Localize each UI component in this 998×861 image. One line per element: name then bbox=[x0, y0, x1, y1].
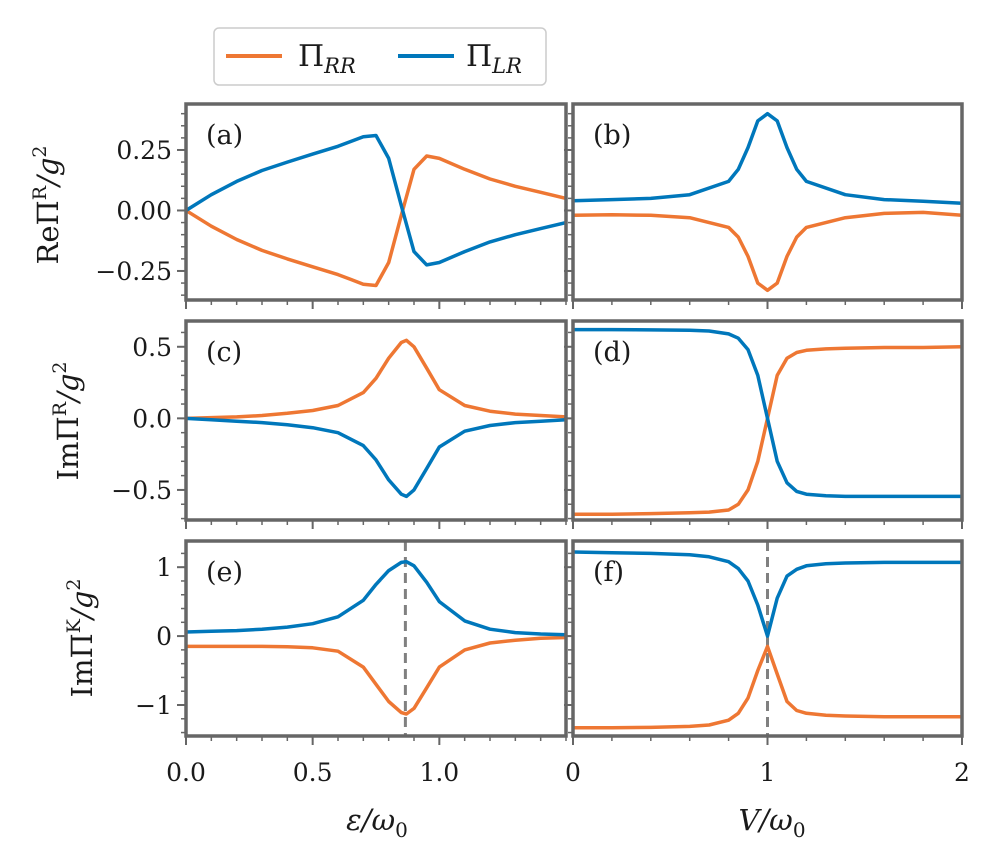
panel-frame bbox=[571, 102, 964, 302]
series-line-rr bbox=[186, 154, 566, 288]
legend-label-rr: ΠRR bbox=[298, 39, 356, 78]
panel-a: 0.25 0.00 −0.25 (a) bbox=[95, 102, 568, 309]
panel-label: (e) bbox=[206, 557, 243, 588]
y-tick-label: 1 bbox=[156, 553, 172, 582]
panel-frame bbox=[571, 319, 964, 522]
panel-c: 0.5 0.0 −0.5 (c) bbox=[111, 319, 568, 529]
x-tick-label: 0.0 bbox=[166, 758, 206, 787]
xlabel-right: V/ω0 bbox=[738, 803, 805, 842]
xlabel-left: ε/ω0 bbox=[346, 803, 408, 842]
panel-label: (c) bbox=[206, 337, 242, 368]
y-tick-label: 0.00 bbox=[116, 196, 172, 225]
panel-label: (f) bbox=[593, 557, 624, 588]
series-line-lr bbox=[186, 133, 566, 267]
panel-b: (b) bbox=[564, 102, 964, 309]
series-line-lr bbox=[573, 550, 962, 638]
x-tick-label: 0.5 bbox=[293, 758, 333, 787]
y-tick-label: 0.5 bbox=[132, 333, 172, 362]
series-line-lr bbox=[186, 416, 566, 499]
y-tick-label: −1 bbox=[135, 691, 172, 720]
ylabel-row-3: ImΠK/g2 bbox=[63, 579, 99, 698]
panel-label: (b) bbox=[593, 120, 631, 151]
y-tick-label: −0.5 bbox=[111, 476, 172, 505]
y-tick-label: 0.25 bbox=[116, 136, 172, 165]
series-line-rr bbox=[186, 635, 566, 716]
panels: 0.250.00−0.25(a) (b)0.50.0−0.5(c) (d)10−10… bbox=[95, 102, 970, 787]
panel-label: (a) bbox=[206, 120, 243, 151]
series-line-rr bbox=[186, 338, 566, 421]
ylabel-row-1: ReΠR/g2 bbox=[29, 145, 65, 264]
panel-e: 1 0 −1 0.0 0.5 1.0 (e) bbox=[135, 539, 568, 787]
ylabel-row-2: ImΠR/g2 bbox=[49, 362, 85, 481]
series-line-rr bbox=[573, 210, 962, 293]
panel-frame bbox=[184, 319, 568, 522]
x-tick-label: 0 bbox=[565, 758, 581, 787]
legend-label-lr: ΠLR bbox=[466, 39, 522, 78]
x-tick-label: 1.0 bbox=[419, 758, 459, 787]
x-tick-label: 1 bbox=[760, 758, 776, 787]
y-tick-label: 0 bbox=[156, 622, 172, 651]
panel-frame bbox=[184, 102, 568, 302]
panel-f: 0 1 2 (f) bbox=[564, 539, 970, 787]
series-line-lr bbox=[573, 111, 962, 205]
panel-frame bbox=[571, 539, 964, 738]
series-line-lr bbox=[186, 559, 566, 637]
y-tick-label: 0.0 bbox=[132, 404, 172, 433]
y-tick-label: −0.25 bbox=[95, 257, 172, 286]
x-tick-label: 2 bbox=[954, 758, 970, 787]
legend-box bbox=[213, 27, 547, 86]
series-line-lr bbox=[573, 327, 962, 499]
panel-frame bbox=[184, 539, 568, 738]
panel-label: (d) bbox=[593, 337, 631, 368]
legend: ΠRR ΠLR bbox=[213, 27, 547, 86]
series-line-rr bbox=[573, 644, 962, 730]
panel-d: (d) bbox=[564, 319, 964, 529]
series-line-rr bbox=[573, 345, 962, 517]
